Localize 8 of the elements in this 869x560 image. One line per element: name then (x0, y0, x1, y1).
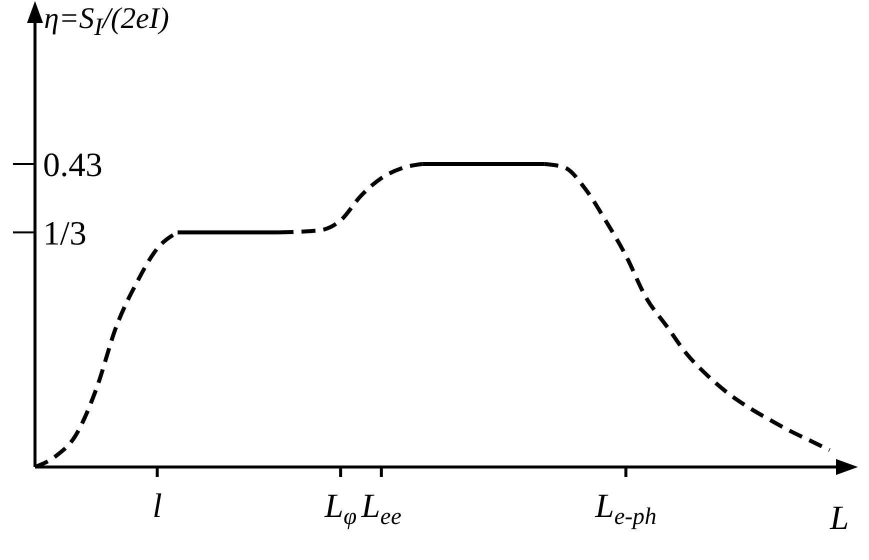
y-axis-title: η=S$_{I}$/(2eI) (44, 2, 170, 42)
x-tick-label: L$_{φ}$ (324, 488, 357, 530)
y-tick-label: 1/3 (43, 215, 86, 252)
x-tick-label: L$_{ee}$ (360, 488, 402, 530)
y-tick-label: 0.43 (43, 147, 102, 184)
x-tick-label: l (152, 488, 162, 525)
x-tick-label: L$_{e-ph}$ (594, 488, 656, 530)
x-axis-title: L (830, 500, 849, 538)
